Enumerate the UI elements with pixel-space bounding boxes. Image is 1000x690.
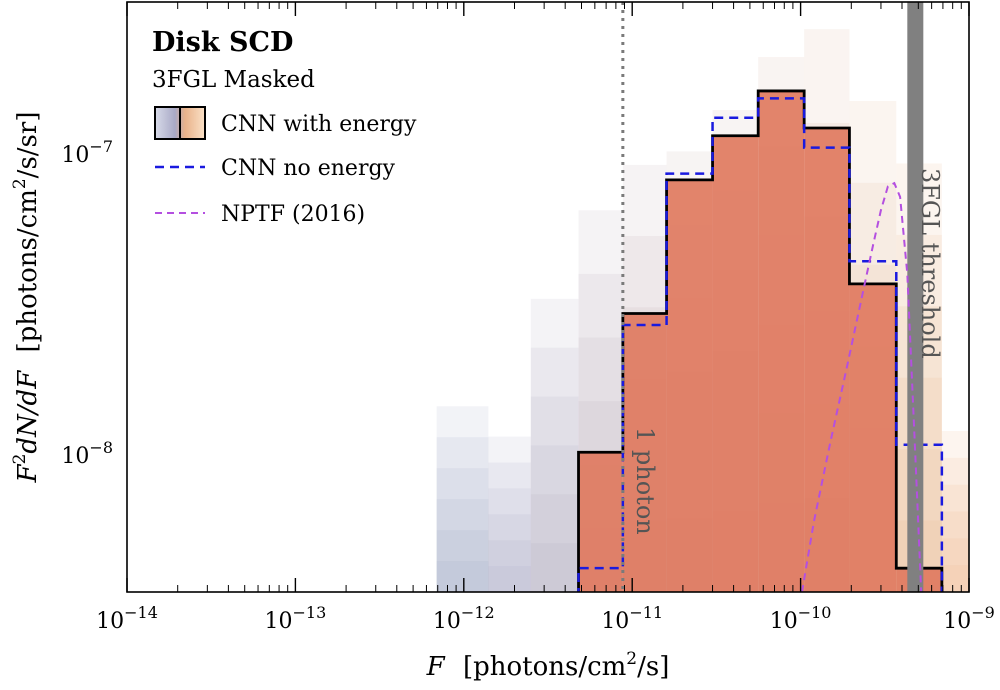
uncertainty-band-layer [941,511,969,592]
y-axis-label: F2dN/dF [photons/cm2/s/sr] [10,112,43,484]
uncertainty-band-layer [941,431,969,592]
uncertainty-band-layer [530,543,579,592]
uncertainty-band-layer [436,468,489,592]
uncertainty-band-layer [530,396,579,592]
uncertainty-band-layer [530,445,579,592]
uncertainty-band-layer [488,436,531,592]
cnn-energy-bar [622,313,667,592]
legend-title: Disk SCD [152,27,293,58]
x-tick-label: 10−13 [265,603,327,634]
cnn-energy-bar [758,90,805,592]
legend-label-cnn-no-energy: CNN no energy [221,156,396,181]
uncertainty-band-layer [436,406,489,592]
y-tick-label: 10−7 [61,137,113,168]
svg-text:F2dN/dF [photons/cm2/s/s: F2dN/dF [photons/cm2/s/sr] [10,112,43,484]
uncertainty-band-layer [488,540,531,592]
x-tick-label: 10−11 [601,603,663,634]
uncertainty-band-layer [436,530,489,592]
uncertainty-band-layer [436,437,489,592]
x-tick-label: 10−10 [770,603,832,634]
plot-frame [126,1,970,593]
svg-text:F [photons/cm2/s]: F [photons/cm2/s] [426,649,670,682]
uncertainty-band-layer [530,494,579,592]
uncertainty-band-layer [941,484,969,592]
cnn-energy-bar [578,452,623,592]
x-tick-label: 10−9 [943,603,995,634]
cnn-energy-bar [712,135,759,592]
uncertainty-band-layer [488,462,531,592]
axis-ticks: 10−14 10−13 10−12 10−11 10−10 10−9 10−8 10−7 [61,2,995,634]
uncertainty-band-layer [436,499,489,592]
uncertainty-band-layer [530,347,579,592]
cnn-energy-bar [666,179,713,592]
uncertainty-band-layer [941,538,969,592]
x-tick-label: 10−14 [96,603,158,634]
y-tick-label: 10−8 [61,438,113,469]
uncertainty-band-layer [941,565,969,592]
x-tick-label: 10−12 [433,603,495,634]
legend: Disk SCD 3FGL Masked CNN with energy CNN… [152,27,417,227]
uncertainty-band-layer [941,457,969,592]
uncertainty-band-layer [488,566,531,592]
legend-subtitle: 3FGL Masked [152,67,315,93]
uncertainty-band-layer [436,561,489,592]
uncertainty-band-layer [488,488,531,592]
cnn-energy-bar [849,283,897,592]
uncertainty-band-layer [488,514,531,592]
legend-label-cnn-energy: CNN with energy [221,112,417,137]
overlay-lines [577,2,944,592]
legend-label-nptf: NPTF (2016) [221,202,365,227]
uncertainty-band-layer [530,298,579,592]
cnn-no-energy-step [577,97,944,592]
x-axis-label: F [photons/cm2/s] [426,649,670,682]
threshold-band [907,2,924,592]
annotation-one-photon: 1 photon [631,427,659,535]
annotation-3fgl-threshold: 3FGL threshold [916,168,944,359]
nptf-curve [801,181,923,592]
cnn-energy-bar [804,127,850,592]
